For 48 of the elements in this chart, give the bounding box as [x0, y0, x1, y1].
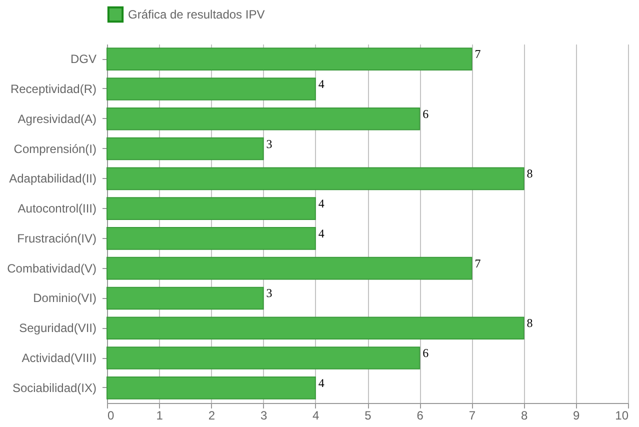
bar — [106, 167, 524, 190]
data-label: 7 — [474, 47, 481, 62]
data-label: 8 — [526, 166, 533, 181]
data-label: 4 — [318, 76, 324, 91]
y-tick-label: Agresividad(A) — [18, 112, 96, 126]
data-label: 6 — [422, 346, 429, 360]
data-label: 8 — [526, 316, 533, 330]
y-tick-label: Adaptabilidad(II) — [9, 172, 96, 186]
y-tick-label: Comprensión(I) — [14, 142, 96, 156]
bar — [106, 316, 524, 340]
bar — [106, 256, 472, 280]
data-label: 3 — [266, 286, 272, 300]
bar — [106, 376, 316, 400]
bar — [106, 48, 472, 71]
x-tick-label: 4 — [312, 408, 320, 422]
x-tick-label: 7 — [468, 408, 476, 422]
y-tick-label: Seguridad(VII) — [19, 321, 96, 336]
x-tick-label: 1 — [156, 408, 164, 422]
data-label: 4 — [318, 376, 324, 390]
data-label: 3 — [266, 136, 272, 151]
y-tick-label: Sociabilidad(IX) — [12, 380, 96, 395]
bar — [106, 227, 316, 250]
y-tick-label: DGV — [70, 52, 96, 66]
bar — [106, 286, 264, 310]
y-tick-label: Combatividad(V) — [7, 261, 96, 276]
y-tick-label: Actividad(VIII) — [22, 351, 96, 366]
data-label: 4 — [318, 196, 324, 211]
bar — [106, 78, 316, 100]
data-label: 6 — [422, 106, 429, 121]
y-tick-label: Frustración(IV) — [17, 231, 96, 246]
x-tick-label: 3 — [260, 408, 268, 422]
data-label: 4 — [318, 226, 324, 240]
bar — [106, 346, 420, 370]
x-tick-label: 2 — [208, 408, 216, 422]
data-label: 7 — [474, 256, 481, 270]
x-tick-label: 9 — [573, 408, 580, 422]
x-tick-label: 6 — [416, 408, 424, 422]
x-tick-label: 5 — [364, 408, 372, 422]
x-tick-label: 0 — [108, 408, 114, 422]
bar — [106, 137, 264, 160]
x-tick-label: 10 — [615, 408, 629, 422]
y-tick-label: Receptividad(R) — [10, 82, 96, 96]
bar — [106, 107, 420, 130]
y-tick-label: Autocontrol(III) — [18, 202, 96, 216]
x-tick-label: 8 — [520, 408, 528, 422]
legend-label: Gráfica de resultados IPV — [128, 8, 265, 22]
y-tick-label: Dominio(VI) — [33, 291, 96, 306]
bar — [106, 197, 316, 220]
